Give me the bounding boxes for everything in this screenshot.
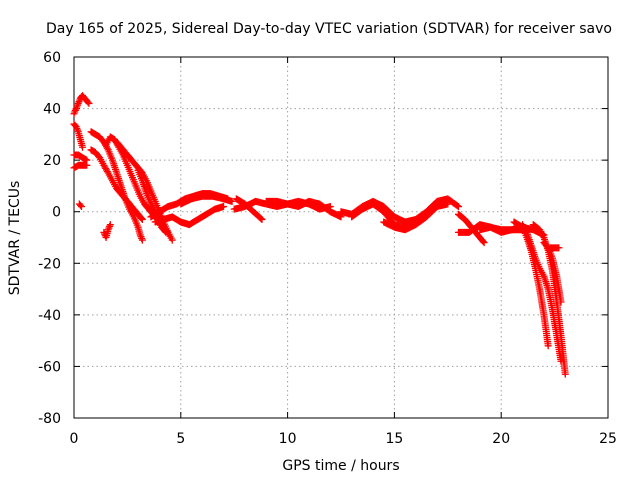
data-point [168,236,176,244]
data-point [544,342,552,350]
data-point [555,244,563,252]
y-tick-label: -60 [38,359,61,375]
x-tick-label: 0 [70,431,79,447]
data-point [105,224,113,232]
y-tick-label: -80 [38,411,61,427]
data-point [257,215,265,223]
data-point [79,143,87,151]
data-point [479,238,487,246]
y-tick-label: -40 [38,308,61,324]
y-axis-label: SDTVAR / TECUs [7,181,23,296]
data-point [453,202,461,210]
data-point [138,236,146,244]
data-point [84,98,92,106]
data-point [163,227,171,235]
data-point [561,370,569,378]
data-point [228,197,236,205]
data-point [85,99,93,107]
y-tick-label: 20 [43,153,61,169]
x-axis-label: GPS time / hours [282,458,399,474]
x-tick-label: 5 [176,431,185,447]
data-point [137,233,145,241]
data-point [138,215,146,223]
y-tick-label: 40 [43,102,61,118]
data-point [106,221,114,229]
chart-title: Day 165 of 2025, Sidereal Day-to-day VTE… [46,21,612,37]
x-tick-label: 10 [279,431,297,447]
data-point [454,203,462,211]
data-point [76,201,84,209]
data-point [480,239,488,247]
x-tick-label: 20 [492,431,510,447]
y-tick-label: 0 [52,205,61,221]
data-point [77,203,85,211]
data-point [444,200,452,208]
x-axis-tick-labels: 0 5 10 15 20 25 [70,431,617,447]
plot-area-frame [73,56,609,419]
x-tick-label: 25 [599,431,617,447]
data-point [164,228,172,236]
y-axis-tick-labels: -80 -60 -40 -20 0 20 40 60 [38,50,61,427]
y-tick-label: -20 [38,256,61,272]
data-points [70,92,569,378]
data-point [258,215,266,223]
data-point [557,298,565,306]
data-point [137,214,145,222]
x-tick-label: 15 [385,431,403,447]
data-point [83,156,91,164]
data-point [220,203,228,211]
y-tick-label: 60 [43,50,61,66]
